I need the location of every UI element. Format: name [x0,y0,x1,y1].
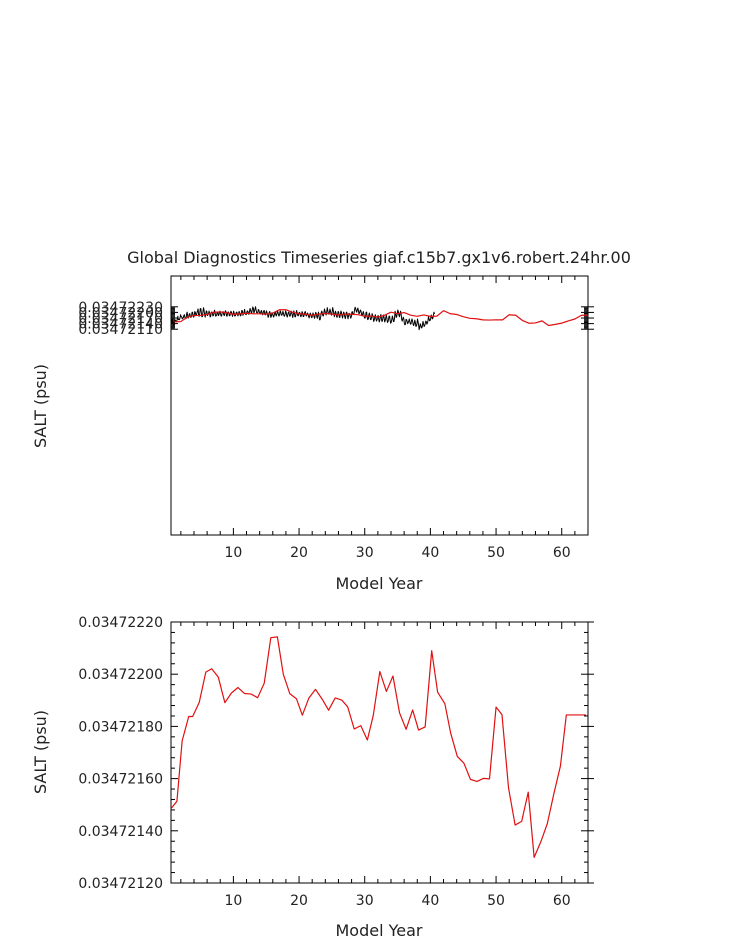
x-tick-label: 20 [290,545,308,561]
x-tick-label: 40 [421,545,439,561]
series-line-annual [174,309,588,327]
chart-title: Global Diagnostics Timeseries giaf.c15b7… [127,248,631,267]
y-tick-label: 0.03472170 [78,311,163,327]
y-tick-label: 0.03472220 [78,615,163,631]
x-tick-label: 60 [553,545,571,561]
x-tick-label: 40 [421,893,439,909]
x-tick-label: 50 [487,545,505,561]
x-tick-label: 10 [224,893,242,909]
y-tick-label: 0.03472160 [78,772,163,788]
y-tick-label: 0.03472180 [78,719,163,735]
x-tick-label: 50 [487,893,505,909]
y-axis: 0.034721100.034721400.034721700.03472200… [78,300,594,338]
plot-frame [170,621,589,884]
x-axis: 10 20 30 40 50 60 [180,276,589,561]
y-axis-title: SALT (psu) [31,710,50,794]
y-tick-label: 0.03472200 [78,667,163,683]
bottom-panel: 0.03472120 0.03472140 0.03472160 0.03472180… [31,615,594,940]
x-tick-label: 20 [290,893,308,909]
x-tick-label: 30 [356,545,374,561]
y-tick-label: 0.03472120 [78,876,163,892]
x-tick-label: 30 [356,893,374,909]
y-tick-label: 0.03472110 [78,322,163,338]
top-panel: 0.034721100.034721400.034721700.03472200… [31,275,594,593]
x-axis-title: Model Year [336,921,423,940]
series-layer [170,636,587,859]
y-axis: 0.03472120 0.03472140 0.03472160 0.03472180… [78,615,594,892]
x-tick-label: 60 [553,893,571,909]
series-line-monthly [170,306,435,331]
series-layer [170,306,588,331]
y-tick-label: 0.03472200 [78,305,163,321]
y-tick-label: 0.03472140 [78,317,163,333]
y-axis-title: SALT (psu) [31,364,50,448]
y-tick-label: 0.03472140 [78,824,163,840]
x-tick-label: 10 [224,545,242,561]
x-axis: 10 20 30 40 50 60 [180,622,589,909]
x-axis-title: Model Year [336,574,423,593]
series-line-annual [170,636,587,859]
y-tick-label: 0.03472230 [78,300,163,316]
plot-frame [170,275,589,536]
